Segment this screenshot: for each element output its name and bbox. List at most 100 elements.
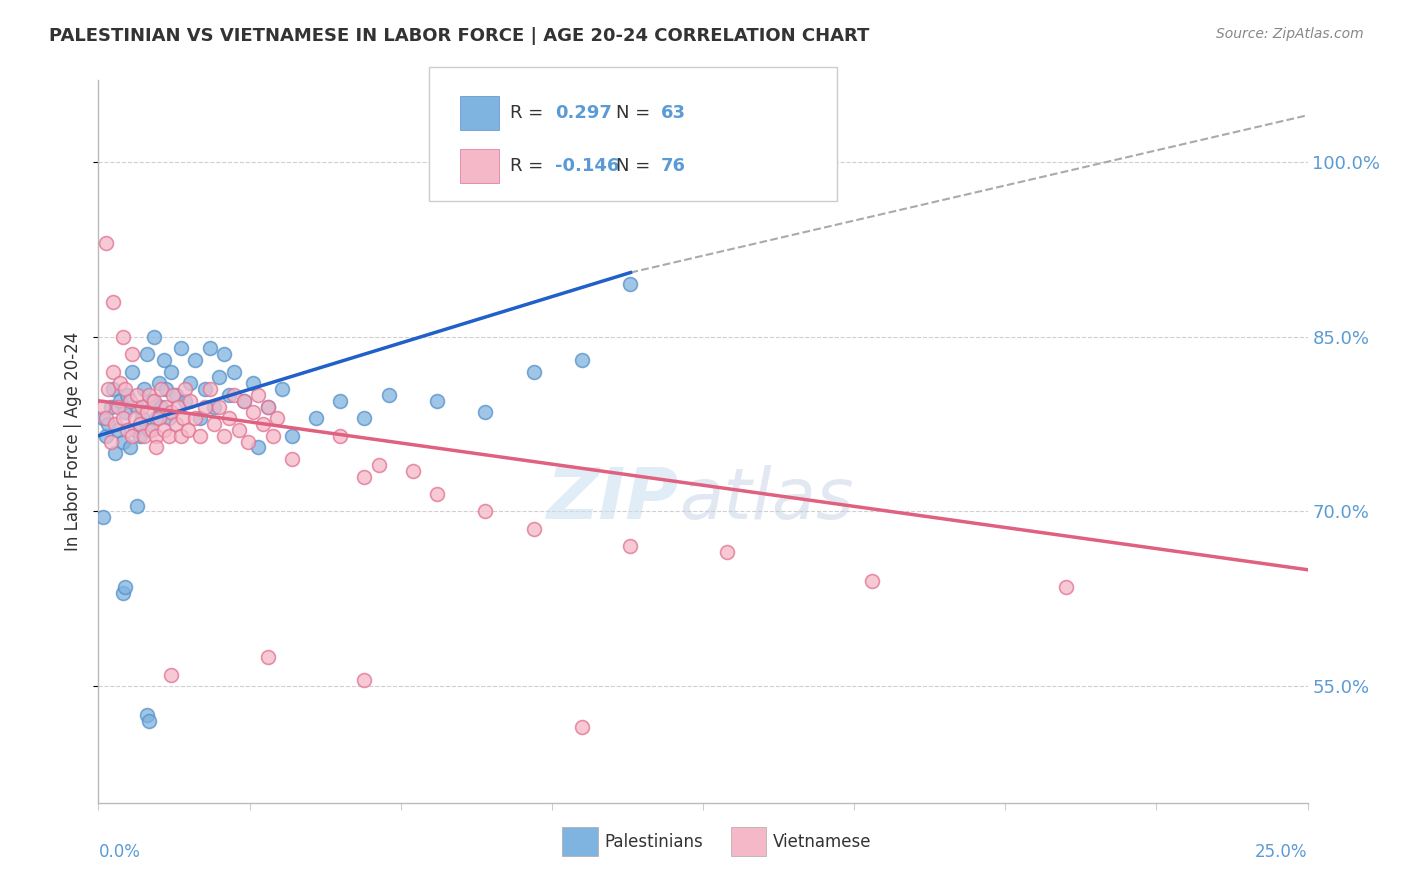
Point [716,545,738,559]
Point [174,393,197,408]
Point [108,393,131,408]
Text: N =: N = [616,157,650,175]
Point [135,708,157,723]
Point [402,464,425,478]
Point [571,720,593,734]
Point [128,428,150,442]
Point [127,499,149,513]
Point [474,504,496,518]
Text: PALESTINIAN VS VIETNAMESE IN LABOR FORCE | AGE 20-24 CORRELATION CHART: PALESTINIAN VS VIETNAMESE IN LABOR FORCE… [49,27,869,45]
Point [118,441,141,455]
Point [135,405,157,419]
Point [157,428,180,442]
Point [143,393,166,408]
Point [101,294,124,309]
Point [127,400,149,414]
Point [141,393,163,408]
Point [194,382,217,396]
Point [281,452,304,467]
Text: 0.0%: 0.0% [98,843,141,861]
Point [145,441,167,455]
Point [91,411,114,425]
Point [188,411,211,425]
Point [118,393,141,408]
Point [177,423,200,437]
Point [198,382,221,396]
Point [100,400,122,414]
Point [619,540,641,554]
Point [111,411,134,425]
Point [121,365,143,379]
Point [145,411,167,425]
Point [152,353,174,368]
Text: Palestinians: Palestinians [605,833,703,851]
Point [117,388,139,402]
Point [111,434,134,449]
Point [266,411,288,425]
Point [169,341,191,355]
Point [228,423,250,437]
Point [167,400,190,414]
Point [194,400,217,414]
Point [114,382,136,396]
Point [368,458,391,472]
Point [138,714,160,729]
Text: ZIP: ZIP [547,465,679,533]
Point [155,400,177,414]
Point [117,423,139,437]
Point [148,376,170,391]
Point [474,405,496,419]
Text: Source: ZipAtlas.com: Source: ZipAtlas.com [1216,27,1364,41]
Point [188,428,211,442]
Y-axis label: In Labor Force | Age 20-24: In Labor Force | Age 20-24 [65,332,83,551]
Point [353,673,375,688]
Point [281,428,304,442]
Point [174,382,197,396]
Point [160,667,183,681]
Point [138,388,160,402]
Point [104,446,127,460]
Point [141,423,163,437]
Text: 76: 76 [661,157,686,175]
Point [94,428,117,442]
Point [619,277,641,292]
Point [160,405,183,419]
Point [256,650,278,665]
Point [172,411,194,425]
Point [131,400,153,414]
Text: 63: 63 [661,104,686,122]
Text: R =: R = [510,157,544,175]
Point [162,388,184,402]
Point [97,382,120,396]
Point [134,382,156,396]
Point [238,434,260,449]
Point [97,417,120,431]
Point [152,423,174,437]
Point [107,423,129,437]
Point [571,353,593,368]
Point [212,347,235,361]
Point [198,341,221,355]
Point [100,434,122,449]
Point [111,586,134,600]
Point [108,376,131,391]
Point [252,417,274,431]
Point [329,393,352,408]
Point [232,393,254,408]
Point [218,388,240,402]
Point [242,405,264,419]
Point [256,400,278,414]
Point [124,411,146,425]
Point [114,405,136,419]
Point [208,400,231,414]
Point [262,428,284,442]
Text: N =: N = [616,104,650,122]
Point [124,423,146,437]
Point [134,428,156,442]
Point [232,393,254,408]
Point [121,347,143,361]
Point [247,441,270,455]
Point [148,411,170,425]
Point [184,411,207,425]
Point [91,510,114,524]
